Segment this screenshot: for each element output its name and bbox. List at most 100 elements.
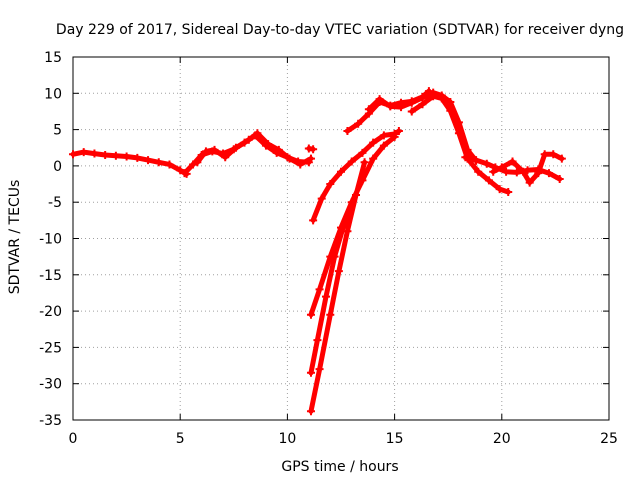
data-point bbox=[193, 158, 202, 167]
series-track-f bbox=[306, 158, 369, 416]
y-tick-label: 10 bbox=[44, 86, 62, 102]
data-point bbox=[407, 107, 416, 116]
data-point bbox=[231, 143, 240, 152]
data-point bbox=[369, 138, 378, 147]
y-tick-label: 15 bbox=[44, 50, 62, 66]
data-point bbox=[369, 154, 378, 163]
data-point bbox=[364, 105, 373, 114]
data-point bbox=[345, 209, 354, 218]
y-tick-label: -25 bbox=[39, 340, 62, 356]
data-point bbox=[306, 368, 315, 377]
data-point bbox=[397, 103, 406, 112]
data-point bbox=[549, 150, 558, 159]
y-tick-label: -10 bbox=[39, 232, 62, 248]
data-point bbox=[274, 145, 283, 154]
data-point bbox=[306, 154, 315, 163]
data-point bbox=[326, 310, 335, 319]
grid bbox=[73, 57, 609, 420]
series-line bbox=[462, 154, 563, 182]
data-point bbox=[461, 153, 470, 162]
data-point bbox=[360, 158, 369, 167]
data-point bbox=[497, 163, 506, 172]
x-tick-label: 20 bbox=[493, 431, 511, 447]
data-point bbox=[504, 188, 513, 197]
series-track-g bbox=[306, 209, 354, 377]
data-point bbox=[210, 145, 219, 154]
data-point bbox=[264, 140, 273, 149]
data-point bbox=[313, 336, 322, 345]
data-point bbox=[244, 135, 253, 144]
data-point bbox=[407, 98, 416, 107]
data-point bbox=[315, 285, 324, 294]
series-track-c bbox=[193, 129, 315, 169]
data-point bbox=[502, 167, 511, 176]
y-tick-label: -30 bbox=[39, 377, 62, 393]
data-point bbox=[379, 141, 388, 150]
data-point bbox=[180, 169, 189, 178]
data-point bbox=[165, 160, 174, 169]
data-point bbox=[352, 190, 361, 199]
series-track-d bbox=[309, 127, 403, 225]
data-point bbox=[446, 98, 455, 107]
data-point bbox=[418, 100, 427, 109]
data-point bbox=[189, 160, 198, 169]
y-tick-label: -15 bbox=[39, 268, 62, 284]
data-point bbox=[472, 156, 481, 165]
y-tick-label: -5 bbox=[48, 195, 62, 211]
series-track-j bbox=[407, 92, 513, 197]
x-tick-label: 25 bbox=[600, 431, 618, 447]
data-point bbox=[489, 167, 498, 176]
data-point bbox=[446, 106, 455, 115]
data-point bbox=[79, 148, 88, 157]
data-point bbox=[253, 129, 262, 138]
x-tick-label: 0 bbox=[69, 431, 78, 447]
chart-title: Day 229 of 2017, Sidereal Day-to-day VTE… bbox=[56, 22, 624, 38]
data-point bbox=[482, 159, 491, 168]
series-track-m bbox=[304, 144, 318, 154]
data-point bbox=[317, 194, 326, 203]
data-point bbox=[354, 119, 363, 128]
y-tick-label: 0 bbox=[53, 159, 62, 175]
data-point bbox=[285, 154, 294, 163]
data-point bbox=[306, 310, 315, 319]
y-tick-label: -35 bbox=[39, 413, 62, 429]
data-point bbox=[454, 129, 463, 138]
data-point bbox=[557, 154, 566, 163]
data-point bbox=[221, 153, 230, 162]
data-point bbox=[296, 160, 305, 169]
data-point bbox=[321, 292, 330, 301]
data-point bbox=[326, 180, 335, 189]
data-point bbox=[508, 157, 517, 166]
data-point bbox=[309, 216, 318, 225]
data-point bbox=[133, 153, 142, 162]
data-point bbox=[306, 407, 315, 416]
data-point bbox=[495, 185, 504, 194]
data-point bbox=[343, 127, 352, 136]
data-point bbox=[122, 152, 131, 161]
x-tick-label: 10 bbox=[278, 431, 296, 447]
y-axis-label: SDTVAR / TECUs bbox=[7, 180, 23, 295]
data-point bbox=[375, 95, 384, 104]
data-point bbox=[525, 178, 534, 187]
series-baseline-track bbox=[69, 148, 191, 178]
data-point bbox=[330, 252, 339, 261]
data-point bbox=[111, 151, 120, 160]
axis-ticks: 0 5 10 15 20 25 -35 -30 -25 -20 -15 -10 -5 0 5 10 15 bbox=[39, 50, 618, 447]
data-point bbox=[90, 149, 99, 158]
x-tick-label: 15 bbox=[386, 431, 404, 447]
data-point bbox=[390, 132, 399, 141]
x-axis-label: GPS time / hours bbox=[281, 459, 398, 475]
data-point bbox=[544, 169, 553, 178]
series-track-k bbox=[461, 153, 564, 183]
series-line bbox=[308, 210, 353, 376]
data-point bbox=[339, 223, 348, 232]
data-point bbox=[358, 148, 367, 157]
y-tick-label: 5 bbox=[53, 123, 62, 139]
data-point bbox=[474, 167, 483, 176]
data-point bbox=[69, 150, 77, 159]
series-line bbox=[366, 90, 479, 164]
data-point bbox=[534, 169, 543, 178]
data-point bbox=[309, 145, 318, 154]
data-point bbox=[154, 158, 163, 167]
